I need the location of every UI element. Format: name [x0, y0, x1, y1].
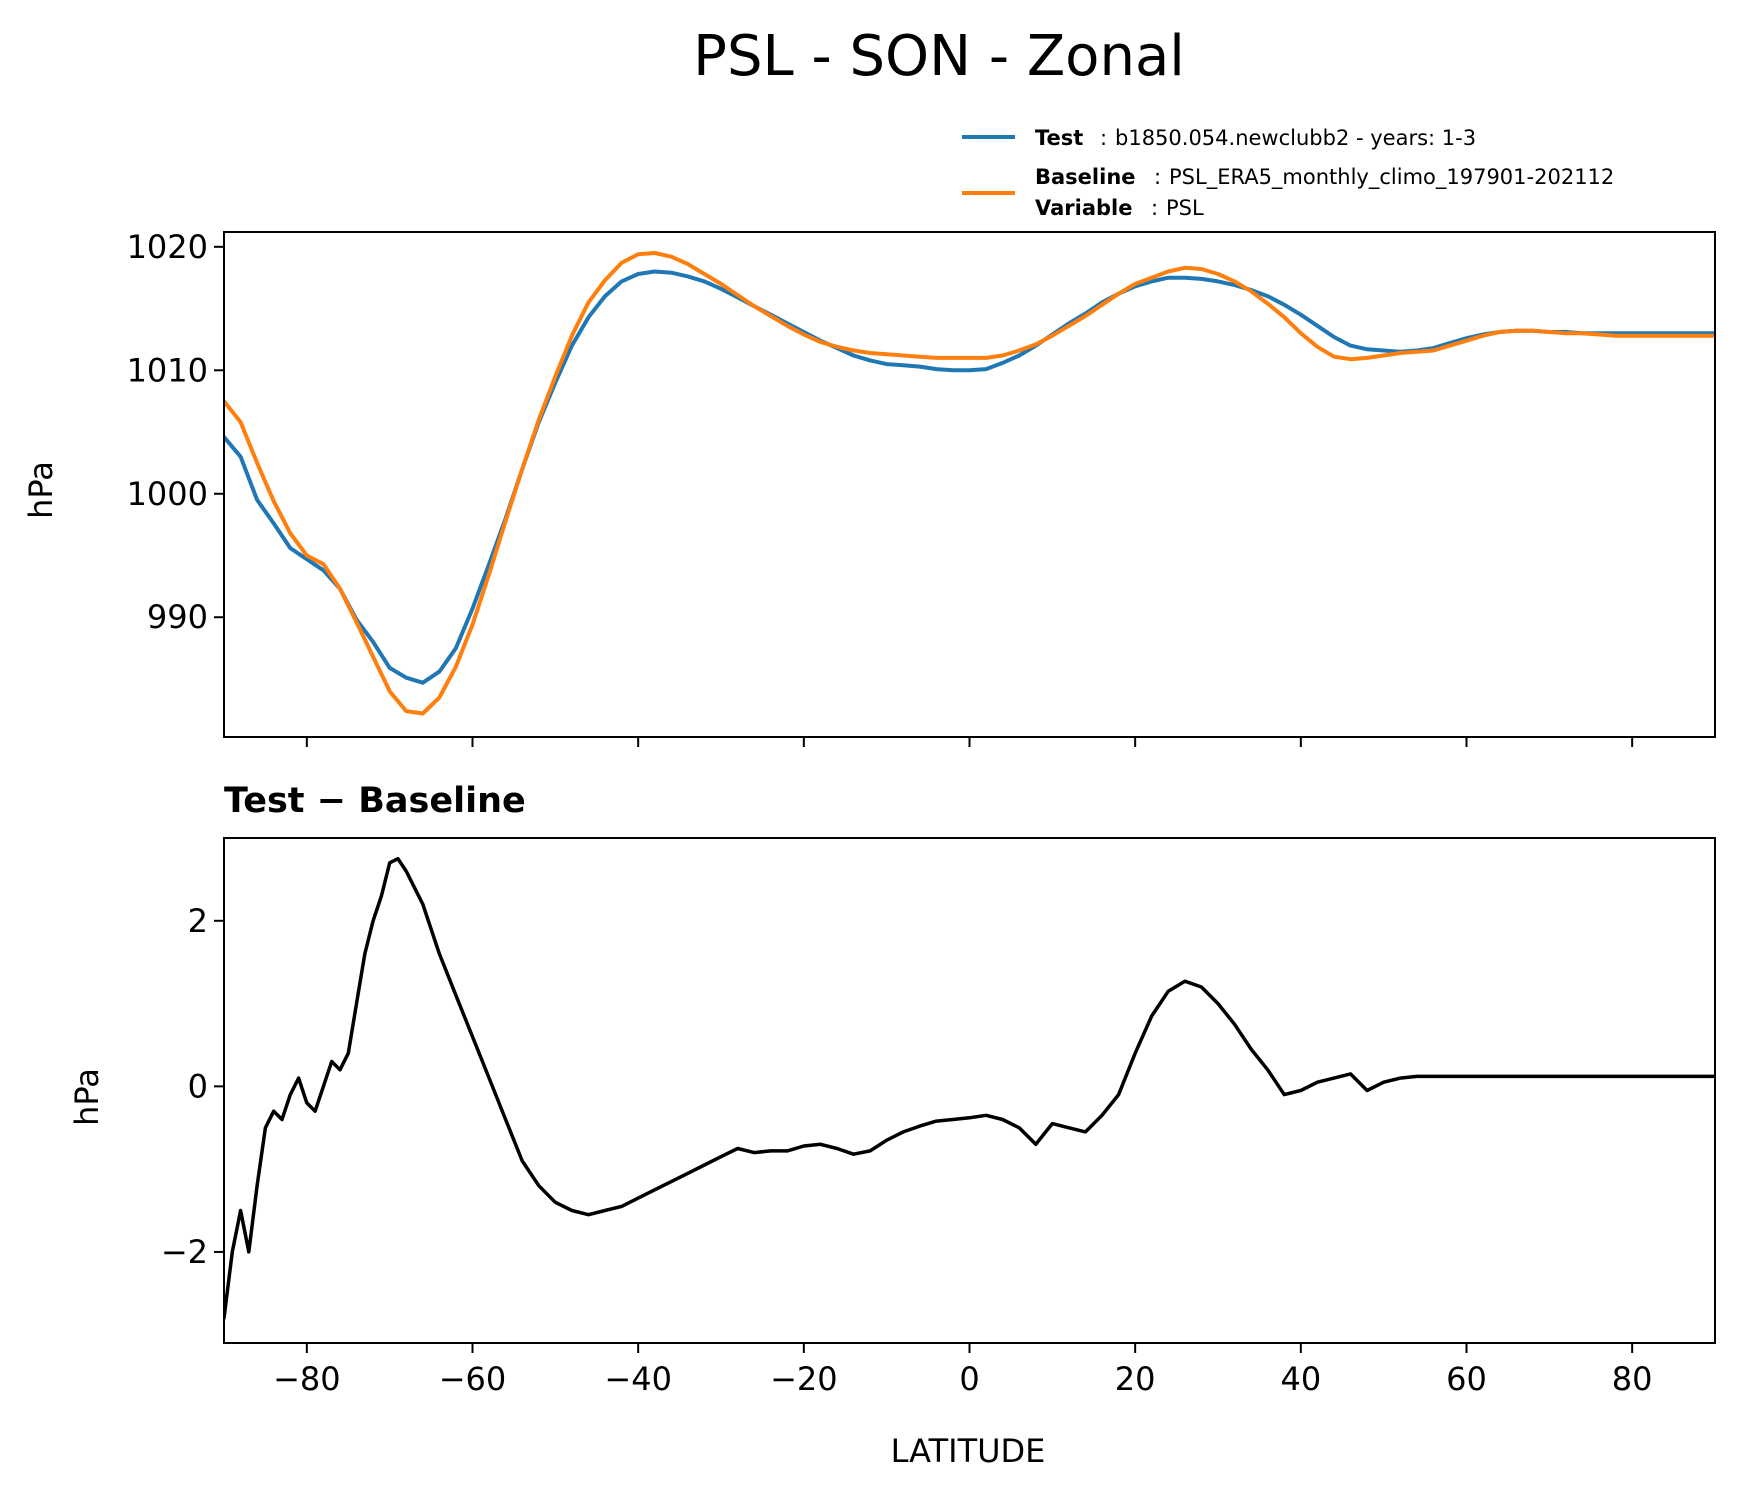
legend-baseline-key: Baseline	[1035, 165, 1136, 189]
legend-baseline-value: PSL_ERA5_monthly_climo_197901-202112	[1169, 165, 1614, 190]
x-tick-label: −60	[439, 1360, 507, 1398]
plot-area-0	[224, 251, 1715, 716]
x-tick-label: −20	[770, 1360, 838, 1398]
y-axis-label: hPa	[68, 1068, 106, 1126]
y-tick-label: 1010	[127, 351, 208, 389]
legend-test-value: b1850.054.newclubb2 - years: 1-3	[1115, 126, 1476, 150]
series-difference-line	[224, 856, 1715, 1320]
x-tick-label: −80	[273, 1360, 341, 1398]
series-baseline-line	[224, 251, 1715, 716]
top-panel: 990 1000 1010 1020 hPa	[22, 228, 1716, 747]
legend-test-sep: :	[1100, 126, 1107, 150]
legend-variable-value: PSL	[1166, 196, 1204, 220]
series-test-line	[224, 269, 1715, 685]
y-tick-label: 1020	[127, 228, 208, 266]
y-axis-label: hPa	[22, 461, 60, 519]
x-tick-label: −40	[604, 1360, 672, 1398]
x-tick-label: 60	[1446, 1360, 1487, 1398]
legend-baseline-sep: :	[1154, 165, 1161, 189]
figure-title: PSL - SON - Zonal	[693, 24, 1185, 89]
x-tick-label: 0	[959, 1360, 979, 1398]
legend: Test : b1850.054.newclubb2 - years: 1-3 …	[962, 126, 1614, 220]
y-tick-label: 1000	[127, 475, 208, 513]
plot-area-1	[224, 856, 1715, 1320]
legend-variable-sep: :	[1151, 196, 1158, 220]
y-tick-label: 0	[188, 1067, 208, 1105]
y-tick-label: −2	[161, 1233, 208, 1271]
x-tick-label: 40	[1280, 1360, 1321, 1398]
x-axis-label: LATITUDE	[891, 1432, 1046, 1470]
legend-variable-key: Variable	[1035, 196, 1132, 220]
y-tick-label: 990	[147, 598, 208, 636]
bottom-panel-title: Test − Baseline	[224, 781, 526, 821]
y-tick-label: 2	[188, 902, 208, 940]
legend-test-key: Test	[1035, 126, 1083, 150]
x-tick-label: 20	[1115, 1360, 1156, 1398]
x-tick-label: 80	[1612, 1360, 1653, 1398]
